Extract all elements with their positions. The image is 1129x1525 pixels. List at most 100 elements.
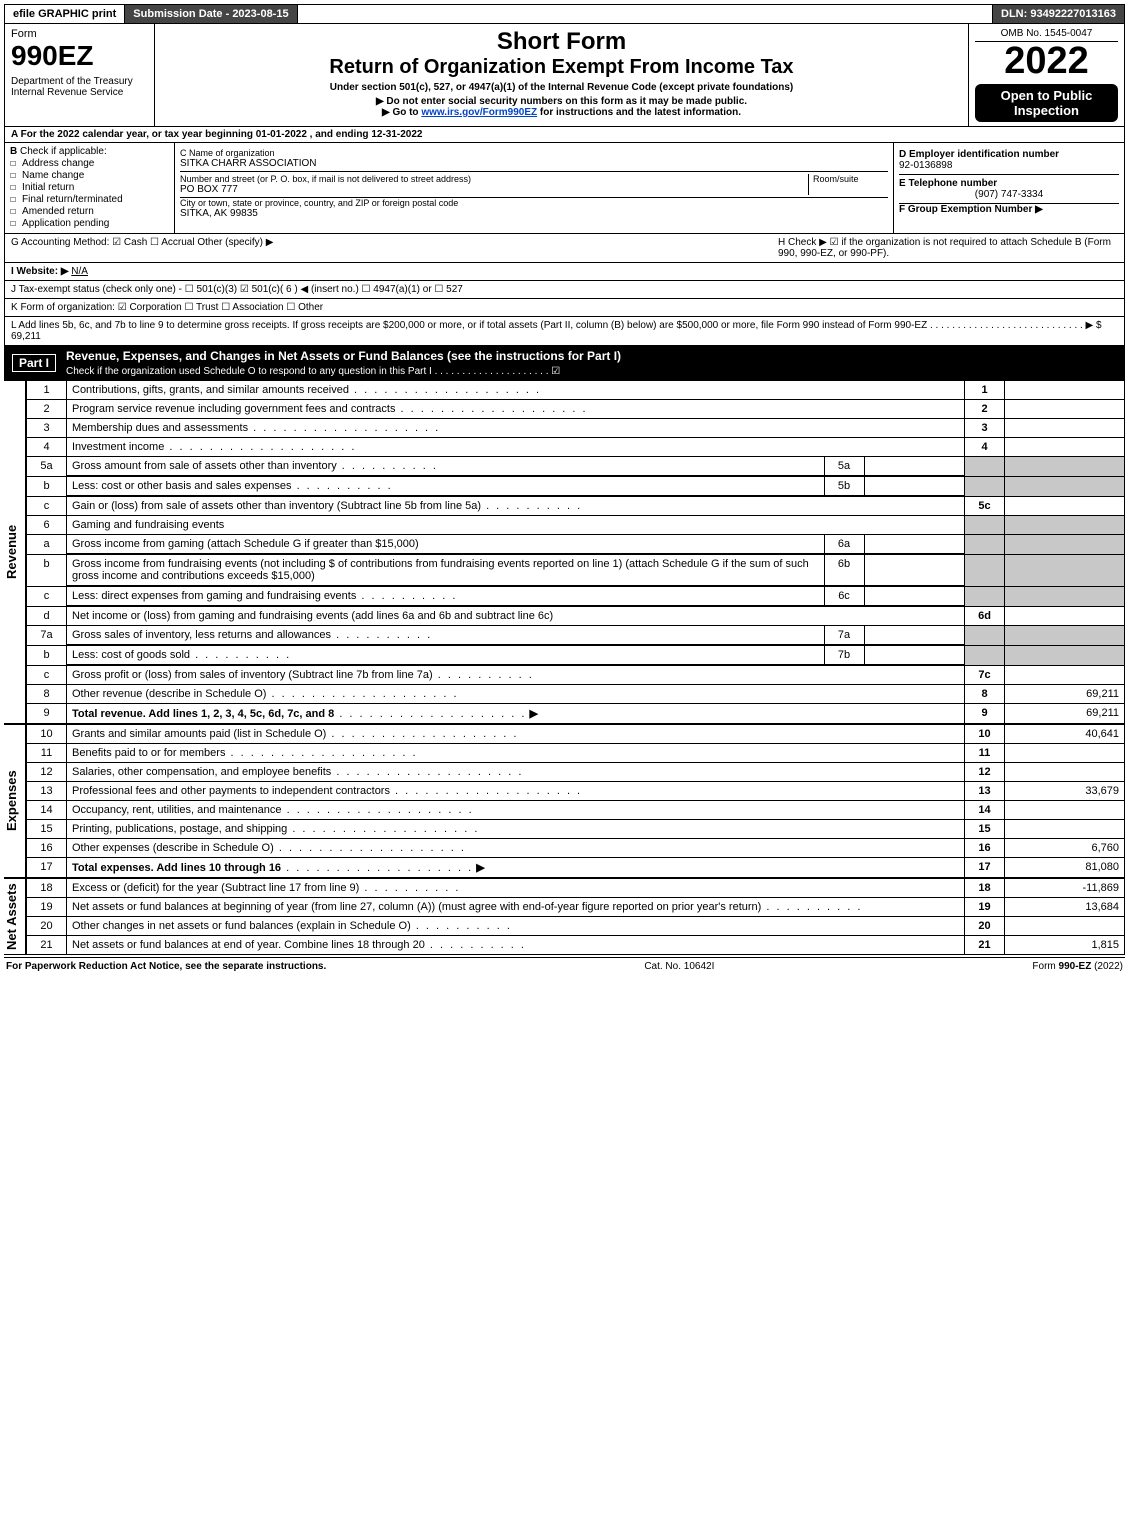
b-letter: B	[10, 146, 17, 157]
title-block: Short Form Return of Organization Exempt…	[155, 24, 969, 126]
line-3: 3Membership dues and assessments3	[27, 419, 1125, 438]
department-label: Department of the Treasury Internal Reve…	[11, 76, 148, 98]
expenses-side-label: Expenses	[4, 724, 26, 878]
line-6b: b Gross income from fundraising events (…	[27, 555, 1125, 587]
line-7c: cGross profit or (loss) from sales of in…	[27, 666, 1125, 685]
part-1-title: Revenue, Expenses, and Changes in Net As…	[66, 349, 621, 377]
revenue-side-label: Revenue	[4, 380, 26, 724]
line-19: 19Net assets or fund balances at beginni…	[27, 898, 1125, 917]
line-5a: 5a Gross amount from sale of assets othe…	[27, 457, 1125, 477]
chk-amended-return[interactable]: ☐ Amended return	[10, 206, 169, 217]
topbar-spacer	[298, 5, 993, 23]
line-5c: cGain or (loss) from sale of assets othe…	[27, 497, 1125, 516]
goto-pre: ▶ Go to	[382, 107, 421, 118]
part-1-label: Part I	[12, 354, 56, 372]
open-inspection-badge: Open to Public Inspection	[975, 84, 1118, 122]
goto-post: for instructions and the latest informat…	[537, 107, 741, 118]
section-def: D Employer identification number 92-0136…	[894, 143, 1124, 233]
line-5b: b Less: cost or other basis and sales ex…	[27, 477, 1125, 497]
chk-name-change[interactable]: ☐ Name change	[10, 170, 169, 181]
goto-instructions: ▶ Go to www.irs.gov/Form990EZ for instru…	[161, 107, 962, 118]
revenue-table: 1Contributions, gifts, grants, and simil…	[26, 380, 1125, 724]
revenue-section: Revenue 1Contributions, gifts, grants, a…	[4, 380, 1125, 724]
row-k-org-form: K Form of organization: ☑ Corporation ☐ …	[5, 299, 1124, 316]
return-title: Return of Organization Exempt From Incom…	[161, 56, 962, 79]
net-assets-side-label: Net Assets	[4, 878, 26, 955]
line-6: 6Gaming and fundraising events	[27, 516, 1125, 535]
chk-address-change[interactable]: ☐ Address change	[10, 158, 169, 169]
line-6a: a Gross income from gaming (attach Sched…	[27, 535, 1125, 555]
under-section: Under section 501(c), 527, or 4947(a)(1)…	[161, 82, 962, 93]
line-8: 8Other revenue (describe in Schedule O)8…	[27, 685, 1125, 704]
line-2: 2Program service revenue including gover…	[27, 400, 1125, 419]
line-21: 21Net assets or fund balances at end of …	[27, 936, 1125, 955]
e-tel-label: E Telephone number	[899, 178, 1119, 189]
line-7a: 7a Gross sales of inventory, less return…	[27, 626, 1125, 646]
row-a-calendar-year: A For the 2022 calendar year, or tax yea…	[4, 127, 1125, 143]
section-bcd: B Check if applicable: ☐ Address change …	[4, 143, 1125, 234]
form-header: Form 990EZ Department of the Treasury In…	[4, 24, 1125, 127]
row-g-accounting: G Accounting Method: ☑ Cash ☐ Accrual Ot…	[11, 237, 718, 259]
website-value: N/A	[71, 266, 88, 277]
ein-value: 92-0136898	[899, 160, 1119, 171]
line-17: 17Total expenses. Add lines 10 through 1…	[27, 858, 1125, 878]
tel-value: (907) 747-3334	[899, 189, 1119, 200]
c-city-label: City or town, state or province, country…	[180, 198, 888, 208]
row-i-website: I Website: ▶ N/A	[5, 263, 1124, 281]
paperwork-notice: For Paperwork Reduction Act Notice, see …	[6, 961, 326, 972]
line-9: 9Total revenue. Add lines 1, 2, 3, 4, 5c…	[27, 704, 1125, 724]
line-10: 10Grants and similar amounts paid (list …	[27, 725, 1125, 744]
line-13: 13Professional fees and other payments t…	[27, 782, 1125, 801]
net-assets-table: 18Excess or (deficit) for the year (Subt…	[26, 878, 1125, 955]
c-addr-label: Number and street (or P. O. box, if mail…	[180, 174, 808, 184]
line-11: 11Benefits paid to or for members11	[27, 744, 1125, 763]
part-1-header: Part I Revenue, Expenses, and Changes in…	[4, 346, 1125, 380]
chk-final-return[interactable]: ☐ Final return/terminated	[10, 194, 169, 205]
net-assets-section: Net Assets 18Excess or (deficit) for the…	[4, 878, 1125, 955]
short-form-title: Short Form	[161, 28, 962, 56]
chk-initial-return[interactable]: ☐ Initial return	[10, 182, 169, 193]
section-c: C Name of organization SITKA CHARR ASSOC…	[175, 143, 894, 233]
top-bar: efile GRAPHIC print Submission Date - 20…	[4, 4, 1125, 24]
line-16: 16Other expenses (describe in Schedule O…	[27, 839, 1125, 858]
org-name: SITKA CHARR ASSOCIATION	[180, 158, 888, 169]
line-20: 20Other changes in net assets or fund ba…	[27, 917, 1125, 936]
row-h-schedule-b: H Check ▶ ☑ if the organization is not r…	[778, 237, 1118, 259]
expenses-table: 10Grants and similar amounts paid (list …	[26, 724, 1125, 878]
line-4: 4Investment income4	[27, 438, 1125, 457]
efile-print-label[interactable]: efile GRAPHIC print	[5, 5, 125, 23]
expenses-section: Expenses 10Grants and similar amounts pa…	[4, 724, 1125, 878]
line-6d: dNet income or (loss) from gaming and fu…	[27, 607, 1125, 626]
org-address: PO BOX 777	[180, 184, 808, 195]
room-label: Room/suite	[813, 174, 888, 184]
line-7b: b Less: cost of goods sold7b	[27, 646, 1125, 666]
chk-application-pending[interactable]: ☐ Application pending	[10, 218, 169, 229]
right-header: OMB No. 1545-0047 2022 Open to Public In…	[969, 24, 1124, 126]
b-check-label: Check if applicable:	[20, 146, 107, 157]
line-18: 18Excess or (deficit) for the year (Subt…	[27, 879, 1125, 898]
page-footer: For Paperwork Reduction Act Notice, see …	[4, 957, 1125, 975]
form-ref: Form 990-EZ (2022)	[1032, 961, 1123, 972]
form-number: 990EZ	[11, 40, 148, 72]
d-ein-label: D Employer identification number	[899, 149, 1119, 160]
tax-year: 2022	[975, 42, 1118, 80]
form-id-block: Form 990EZ Department of the Treasury In…	[5, 24, 155, 126]
line-1: 1Contributions, gifts, grants, and simil…	[27, 381, 1125, 400]
c-name-label: C Name of organization	[180, 148, 888, 158]
form-word: Form	[11, 28, 148, 40]
ssn-warning: ▶ Do not enter social security numbers o…	[161, 96, 962, 107]
org-city: SITKA, AK 99835	[180, 208, 888, 219]
line-12: 12Salaries, other compensation, and empl…	[27, 763, 1125, 782]
row-l-gross-receipts: L Add lines 5b, 6c, and 7b to line 9 to …	[4, 317, 1125, 346]
f-group-label: F Group Exemption Number ▶	[899, 204, 1119, 215]
row-j-tax-status: J Tax-exempt status (check only one) - ☐…	[5, 281, 1124, 299]
line-14: 14Occupancy, rent, utilities, and mainte…	[27, 801, 1125, 820]
line-15: 15Printing, publications, postage, and s…	[27, 820, 1125, 839]
line-6c: c Less: direct expenses from gaming and …	[27, 587, 1125, 607]
meta-rows: G Accounting Method: ☑ Cash ☐ Accrual Ot…	[4, 234, 1125, 317]
section-b: B Check if applicable: ☐ Address change …	[5, 143, 175, 233]
submission-date: Submission Date - 2023-08-15	[125, 5, 297, 23]
irs-link[interactable]: www.irs.gov/Form990EZ	[421, 107, 537, 118]
dln-label: DLN: 93492227013163	[993, 5, 1124, 23]
catalog-number: Cat. No. 10642I	[644, 961, 714, 972]
